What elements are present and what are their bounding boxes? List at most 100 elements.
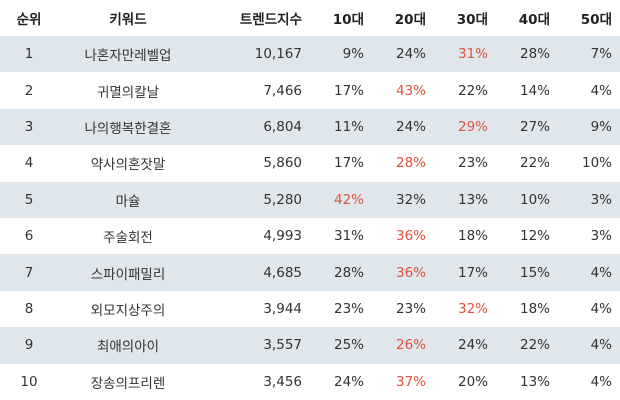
age-30s-cell: 13% [457,191,488,208]
age-50s-cell: 4% [590,264,612,281]
keyword-cell: 귀멸의칼날 [96,84,160,101]
table-row: 1 나혼자만레벨업 10,167 9% 24% 31% 28% 7% [0,36,620,73]
keyword-cell: 나의행복한결혼 [84,120,172,137]
header-age-40s: 40대 [496,0,558,37]
table-row: 2 귀멸의칼날 7,466 17% 43% 22% 14% 4% [0,72,620,109]
age-50s-cell: 4% [590,300,612,317]
keyword-cell: 장송의프리렌 [90,375,166,392]
age-30s-cell: 22% [457,82,488,99]
keyword-cell: 마슐 [115,193,141,210]
age-40s-cell: 22% [519,337,550,354]
age-20s-cell: 26% [395,337,426,354]
rank-cell: 2 [24,82,34,99]
age-40s-cell: 28% [519,46,550,63]
table-row: 4 약사의혼잣말 5,860 17% 28% 23% 22% 10% [0,145,620,182]
age-30s-cell: 18% [457,228,488,245]
keyword-cell: 스파이패밀리 [90,266,166,283]
age-10s-cell: 9% [342,46,364,63]
age-10s-cell: 17% [333,155,364,172]
age-40s-cell: 22% [519,155,550,172]
trend-index-cell: 5,280 [263,191,302,208]
rank-cell: 1 [24,46,34,63]
age-40s-cell: 15% [519,264,550,281]
trend-index-cell: 4,685 [263,264,302,281]
age-30s-cell: 31% [457,46,488,63]
age-50s-cell: 4% [590,373,612,390]
age-20s-cell: 37% [395,373,426,390]
keyword-cell: 약사의혼잣말 [90,157,166,174]
age-40s-cell: 27% [519,118,550,135]
age-20s-cell: 43% [395,82,426,99]
age-50s-cell: 3% [590,228,612,245]
header-trend-index: 트렌드지수 [198,0,310,37]
age-10s-cell: 17% [333,82,364,99]
age-40s-cell: 10% [519,191,550,208]
age-20s-cell: 32% [395,191,426,208]
table-row: 10 장송의프리렌 3,456 24% 37% 20% 13% 4% [0,363,620,400]
rank-cell: 4 [24,155,34,172]
age-30s-cell: 32% [457,300,488,317]
header-age-20s: 20대 [372,0,434,37]
age-20s-cell: 23% [395,300,426,317]
header-rank: 순위 [0,0,58,37]
header-age-30s: 30대 [434,0,496,37]
rank-cell: 9 [24,337,34,354]
age-30s-cell: 17% [457,264,488,281]
trend-index-cell: 3,944 [263,300,302,317]
rank-cell: 8 [24,300,34,317]
table-row: 7 스파이패밀리 4,685 28% 36% 17% 15% 4% [0,254,620,291]
age-10s-cell: 31% [333,228,364,245]
rank-cell: 10 [20,373,38,390]
age-20s-cell: 28% [395,155,426,172]
age-50s-cell: 10% [581,155,612,172]
rank-cell: 5 [24,191,34,208]
table-header-row: 순위 키워드 트렌드지수 10대 20대 30대 40대 50대 [0,0,620,37]
trend-index-cell: 10,167 [254,46,302,63]
table-row: 5 마슐 5,280 42% 32% 13% 10% 3% [0,181,620,218]
keyword-cell: 최애의아이 [96,339,160,356]
table-row: 8 외모지상주의 3,944 23% 23% 32% 18% 4% [0,290,620,328]
age-40s-cell: 12% [519,228,550,245]
age-10s-cell: 24% [333,373,364,390]
age-20s-cell: 24% [395,46,426,63]
keyword-cell: 외모지상주의 [90,302,166,319]
age-40s-cell: 13% [519,373,550,390]
rank-cell: 3 [24,118,34,135]
age-30s-cell: 20% [457,373,488,390]
header-keyword: 키워드 [58,0,198,37]
age-40s-cell: 14% [519,82,550,99]
table-row: 9 최애의아이 3,557 25% 26% 24% 22% 4% [0,327,620,364]
trend-index-cell: 4,993 [263,228,302,245]
age-50s-cell: 3% [590,191,612,208]
trend-index-cell: 7,466 [263,82,302,99]
age-30s-cell: 24% [457,337,488,354]
keyword-cell: 나혼자만레벨업 [84,48,172,65]
trend-index-cell: 6,804 [263,118,302,135]
age-10s-cell: 11% [333,118,364,135]
age-50s-cell: 4% [590,337,612,354]
age-50s-cell: 9% [590,118,612,135]
rank-cell: 6 [24,228,34,245]
trend-index-cell: 5,860 [263,155,302,172]
table-row: 6 주술회전 4,993 31% 36% 18% 12% 3% [0,217,620,255]
header-age-10s: 10대 [310,0,372,37]
age-20s-cell: 36% [395,228,426,245]
trend-index-cell: 3,456 [263,373,302,390]
header-age-50s: 50대 [558,0,620,37]
age-40s-cell: 18% [519,300,550,317]
age-50s-cell: 4% [590,82,612,99]
age-10s-cell: 23% [333,300,364,317]
age-30s-cell: 29% [457,118,488,135]
trend-index-cell: 3,557 [263,337,302,354]
rank-cell: 7 [24,264,34,281]
age-10s-cell: 25% [333,337,364,354]
age-20s-cell: 36% [395,264,426,281]
table-row: 3 나의행복한결혼 6,804 11% 24% 29% 27% 9% [0,108,620,146]
age-30s-cell: 23% [457,155,488,172]
age-20s-cell: 24% [395,118,426,135]
age-10s-cell: 42% [333,191,364,208]
age-10s-cell: 28% [333,264,364,281]
age-50s-cell: 7% [590,46,612,63]
table-body: 1 나혼자만레벨업 10,167 9% 24% 31% 28% 7% 2 귀멸의칼날 7,466 17… [0,36,620,400]
